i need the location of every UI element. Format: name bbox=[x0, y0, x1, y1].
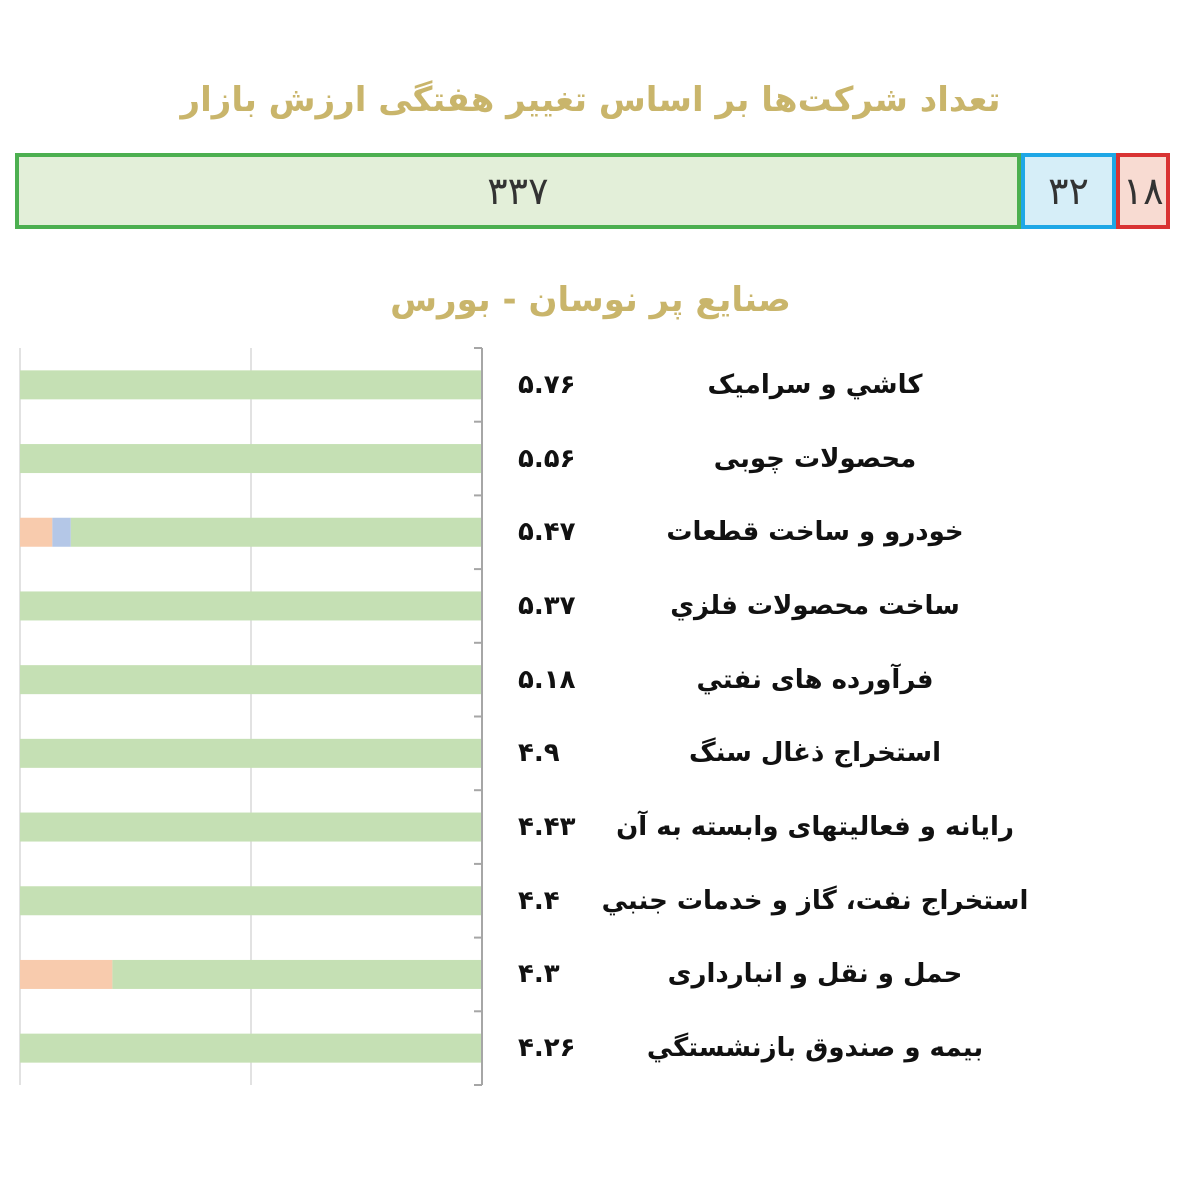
bar-5-segment-2 bbox=[20, 738, 482, 768]
bar-value-label: ۵.۳۷ bbox=[518, 590, 576, 621]
bar-4-segment-2 bbox=[20, 665, 482, 695]
bar-2-segment-2 bbox=[70, 517, 482, 547]
bar-6-segment-2 bbox=[20, 812, 482, 842]
bar-value-label: ۴.۹ bbox=[518, 738, 560, 769]
category-label: حمل و نقل و انبارداری bbox=[667, 959, 963, 990]
bar-value-label: ۴.۳ bbox=[518, 959, 560, 990]
summary-title: تعداد شرکت‌ها بر اساس تغییر هفتگی ارزش ب… bbox=[180, 80, 1001, 120]
bar-2-segment-1 bbox=[52, 517, 71, 547]
bar-9-segment-2 bbox=[20, 1033, 482, 1063]
bar-value-label: ۵.۷۶ bbox=[518, 369, 576, 400]
category-label: استخراج نفت، گاز و خدمات جنبي bbox=[601, 885, 1029, 916]
chart-title: صنایع پر نوسان - بورس bbox=[390, 280, 791, 320]
bar-value-label: ۴.۲۶ bbox=[518, 1033, 576, 1064]
category-label: رایانه و فعالیتهای وابسته به آن bbox=[616, 812, 1014, 843]
bar-0-segment-2 bbox=[20, 370, 482, 400]
bar-value-label: ۴.۴ bbox=[518, 885, 560, 916]
bar-7-segment-2 bbox=[20, 886, 482, 916]
bar-8-segment-0 bbox=[20, 959, 113, 989]
industry-bar-chart bbox=[19, 347, 483, 1086]
bar-1-segment-2 bbox=[20, 444, 482, 474]
bar-value-label: ۴.۴۳ bbox=[518, 812, 576, 843]
category-label: خودرو و ساخت قطعات bbox=[666, 517, 964, 548]
summary-segment-0: ۳۳۷ bbox=[15, 153, 1021, 229]
category-label: فرآورده های نفتي bbox=[696, 664, 934, 695]
bar-value-label: ۵.۱۸ bbox=[518, 664, 576, 695]
bar-value-label: ۵.۵۶ bbox=[518, 443, 576, 474]
summary-segment-1: ۳۲ bbox=[1020, 153, 1117, 229]
category-label: استخراج ذغال سنگ bbox=[689, 738, 941, 769]
bar-3-segment-2 bbox=[20, 591, 482, 621]
category-label: محصولات چوبی bbox=[713, 443, 917, 474]
category-label: بیمه و صندوق بازنشستگي bbox=[646, 1033, 984, 1064]
company-count-bar: ۳۳۷ ۳۲ ۱۸ bbox=[15, 153, 1170, 229]
summary-segment-2: ۱۸ bbox=[1116, 153, 1170, 229]
category-label: کاشي و سراميک bbox=[707, 369, 923, 400]
category-label: ساخت محصولات فلزي bbox=[670, 590, 960, 621]
bar-2-segment-0 bbox=[20, 517, 53, 547]
bar-value-label: ۵.۴۷ bbox=[518, 517, 576, 548]
bar-8-segment-2 bbox=[112, 959, 483, 989]
